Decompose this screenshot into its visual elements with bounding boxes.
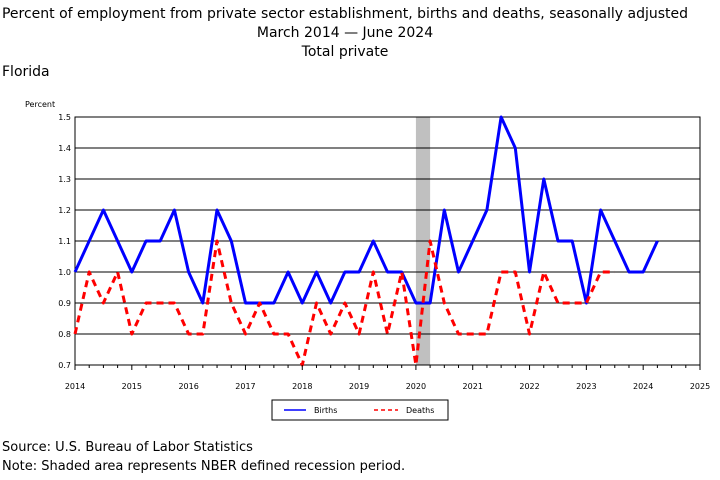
x-tick-label: 2021 [463, 382, 483, 391]
x-tick-label: 2017 [235, 382, 255, 391]
deaths-line [73, 239, 615, 367]
x-tick-label: 2020 [406, 382, 426, 391]
y-tick-label: 1.2 [58, 206, 71, 215]
x-tick-label: 2023 [576, 382, 596, 391]
recession-note: Note: Shaded area represents NBER define… [2, 459, 406, 474]
y-tick-label: 1.4 [58, 144, 71, 153]
date-range-dash: — [344, 25, 359, 41]
y-tick-label: 1.3 [58, 175, 71, 184]
x-tick-label: 2016 [178, 382, 198, 391]
source-note: Source: U.S. Bureau of Labor Statistics [2, 440, 253, 455]
date-range-start: March 2014 [256, 25, 340, 41]
x-tick-label: 2018 [292, 382, 312, 391]
y-axis-title: Percent [25, 100, 55, 109]
legend-deaths-label: Deaths [406, 406, 434, 415]
x-tick-label: 2015 [122, 382, 142, 391]
x-tick-label: 2022 [519, 382, 539, 391]
y-tick-label: 0.8 [58, 330, 71, 339]
x-tick-label: 2025 [690, 382, 710, 391]
x-tick-label: 2024 [633, 382, 653, 391]
chart-subtitle: Total private [301, 44, 389, 60]
chart-date-range: March 2014 — June 2024 [0, 24, 690, 42]
y-tick-label: 1.1 [58, 237, 71, 246]
legend: Births Deaths [271, 399, 449, 421]
chart-title: Percent of employment from private secto… [1, 6, 689, 22]
line-chart: Percent 0.7 0.8 0.9 1.0 1.1 1.2 1.3 1.4 1.5 2014 2… [25, 100, 710, 421]
legend-box [271, 399, 449, 421]
date-range-end: June 2024 [362, 25, 434, 41]
y-tick-label: 0.7 [58, 361, 71, 370]
series-layer [73, 115, 659, 367]
legend-births-label: Births [314, 406, 337, 415]
y-tick-label: 1.0 [58, 268, 71, 277]
state-label: Florida [2, 64, 50, 80]
y-tick-label: 1.5 [58, 113, 71, 122]
x-tick-label: 2014 [65, 382, 85, 391]
tick-layer: 0.7 0.8 0.9 1.0 1.1 1.2 1.3 1.4 1.5 2014 2015 2016 2… [58, 113, 710, 391]
births-line [73, 115, 659, 305]
x-tick-label: 2019 [349, 382, 369, 391]
y-tick-label: 0.9 [58, 299, 71, 308]
